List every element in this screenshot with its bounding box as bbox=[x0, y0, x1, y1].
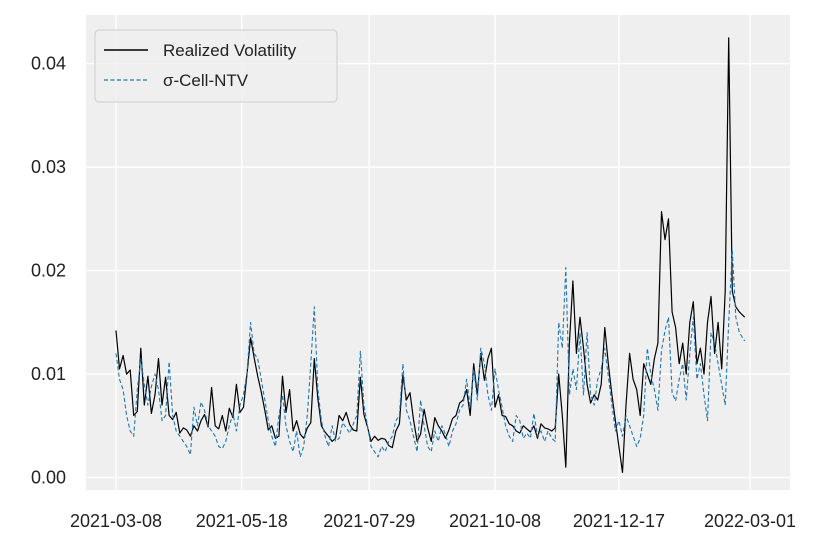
y-axis-ticks: 0.00 0.01 0.02 0.03 0.04 bbox=[31, 54, 66, 488]
y-tick-label: 0.01 bbox=[31, 364, 66, 384]
x-tick-label: 2021-10-08 bbox=[449, 511, 541, 531]
series-line-realized-volatility bbox=[115, 37, 746, 473]
x-tick-label: 2022-03-01 bbox=[704, 511, 796, 531]
y-tick-label: 0.04 bbox=[31, 54, 66, 74]
y-tick-label: 0.02 bbox=[31, 261, 66, 281]
x-tick-label: 2021-12-17 bbox=[573, 511, 665, 531]
legend-label: Realized Volatility bbox=[163, 41, 297, 60]
y-tick-label: 0.03 bbox=[31, 157, 66, 177]
x-tick-label: 2021-03-08 bbox=[70, 511, 162, 531]
series-line-sigma-cell-ntv bbox=[115, 249, 746, 458]
x-tick-label: 2021-07-29 bbox=[323, 511, 415, 531]
legend-frame bbox=[94, 29, 338, 103]
x-axis-ticks: 2021-03-08 2021-05-18 2021-07-29 2021-10-08… bbox=[70, 511, 796, 531]
x-tick-label: 2021-05-18 bbox=[196, 511, 288, 531]
legend: Realized Volatility σ-Cell-NTV bbox=[94, 29, 338, 103]
legend-label: σ-Cell-NTV bbox=[163, 71, 249, 90]
grid-lines bbox=[86, 15, 790, 490]
y-tick-label: 0.00 bbox=[31, 468, 66, 488]
series-lines bbox=[115, 37, 746, 473]
